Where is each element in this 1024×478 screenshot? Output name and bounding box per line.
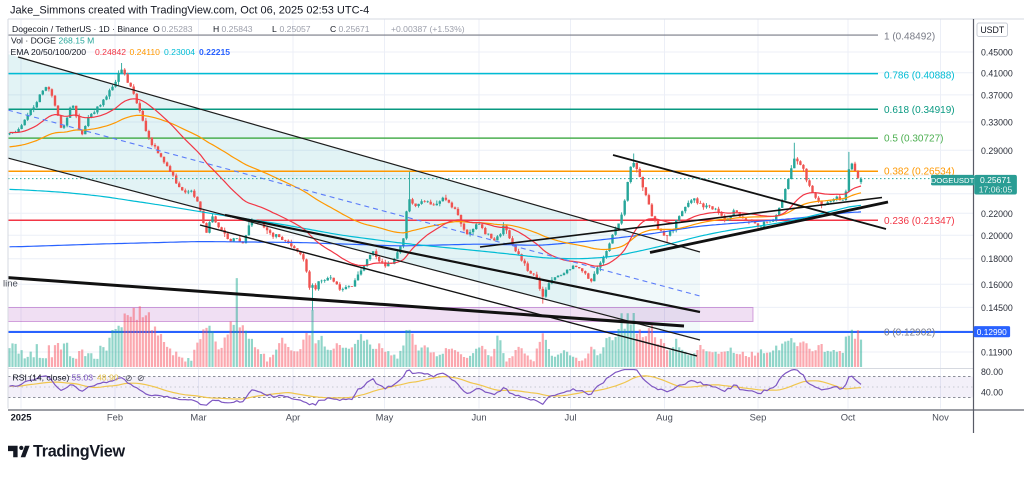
svg-text:0.5 (0.30727): 0.5 (0.30727) (884, 134, 944, 145)
svg-text:0.236 (0.21347): 0.236 (0.21347) (884, 216, 955, 227)
svg-text:Jun: Jun (471, 412, 486, 423)
svg-text:0.16000: 0.16000 (981, 280, 1013, 290)
svg-text:Feb: Feb (107, 412, 123, 423)
svg-text:May: May (376, 412, 394, 423)
svg-text:L: L (272, 24, 277, 34)
svg-text:0.11900: 0.11900 (981, 348, 1012, 358)
svg-text:0.382 (0.26534): 0.382 (0.26534) (884, 167, 955, 178)
svg-text:Jake_Simmons created with Trad: Jake_Simmons created with TradingView.co… (10, 5, 369, 17)
svg-text:0.45000: 0.45000 (981, 48, 1013, 58)
svg-text:DOGEUSDT: DOGEUSDT (931, 176, 975, 185)
svg-text:0.25283: 0.25283 (162, 24, 193, 34)
svg-text:268.15 M: 268.15 M (59, 36, 95, 46)
svg-text:0.12990: 0.12990 (977, 327, 1007, 337)
svg-text:80.00: 80.00 (981, 367, 1003, 377)
svg-text:0.29000: 0.29000 (981, 146, 1013, 156)
svg-text:0.33000: 0.33000 (981, 118, 1013, 128)
svg-text:EMA 20/50/100/200: EMA 20/50/100/200 (11, 47, 87, 57)
svg-text:RSI (14, close): RSI (14, close) (13, 373, 70, 383)
svg-text:+0.00387 (+1.53%): +0.00387 (+1.53%) (391, 24, 465, 34)
svg-text:Mar: Mar (190, 412, 206, 423)
svg-text:0.23004: 0.23004 (164, 47, 195, 57)
svg-text:line: line (3, 279, 18, 290)
svg-text:0.22000: 0.22000 (981, 209, 1013, 219)
svg-text:0.41000: 0.41000 (981, 68, 1013, 78)
svg-text:0.786 (0.40888): 0.786 (0.40888) (884, 71, 955, 82)
svg-text:17:06:05: 17:06:05 (979, 185, 1013, 195)
svg-text:2025: 2025 (11, 412, 32, 423)
svg-text:C: C (330, 24, 336, 34)
svg-text:0 (0.12902): 0 (0.12902) (884, 328, 935, 339)
svg-text:H: H (213, 24, 219, 34)
svg-text:⊘: ⊘ (137, 373, 145, 383)
svg-text:Apr: Apr (286, 412, 301, 423)
svg-text:48.90: 48.90 (97, 373, 119, 383)
svg-text:Oct: Oct (841, 412, 856, 423)
svg-text:Nov: Nov (932, 412, 949, 423)
svg-text:0.20000: 0.20000 (981, 231, 1013, 241)
svg-text:USDT: USDT (980, 25, 1005, 35)
svg-text:0.24842: 0.24842 (95, 47, 126, 57)
svg-text:Vol · DOGE: Vol · DOGE (11, 36, 56, 46)
svg-text:55.03: 55.03 (72, 373, 94, 383)
svg-text:0.18000: 0.18000 (981, 254, 1013, 264)
svg-text:0.25671: 0.25671 (339, 24, 370, 34)
svg-text:0.24110: 0.24110 (130, 47, 161, 57)
svg-text:0.25843: 0.25843 (222, 24, 253, 34)
svg-text:0.14500: 0.14500 (981, 303, 1013, 313)
svg-text:Aug: Aug (656, 412, 673, 423)
svg-text:Sep: Sep (750, 412, 767, 423)
svg-text:40.00: 40.00 (981, 388, 1003, 398)
svg-text:TradingView: TradingView (33, 442, 125, 460)
svg-text:0.22215: 0.22215 (199, 47, 230, 57)
svg-text:Jul: Jul (565, 412, 577, 423)
svg-text:Dogecoin / TetherUS · 1D · Bin: Dogecoin / TetherUS · 1D · Binance (12, 24, 149, 34)
svg-text:1 (0.48492): 1 (0.48492) (884, 32, 935, 43)
svg-text:0.25057: 0.25057 (280, 24, 311, 34)
svg-text:0.618 (0.34919): 0.618 (0.34919) (884, 105, 955, 116)
svg-text:O: O (153, 24, 160, 34)
svg-text:0.25671: 0.25671 (980, 175, 1011, 185)
svg-text:0.37000: 0.37000 (981, 90, 1013, 100)
svg-text:⊘: ⊘ (125, 373, 133, 383)
